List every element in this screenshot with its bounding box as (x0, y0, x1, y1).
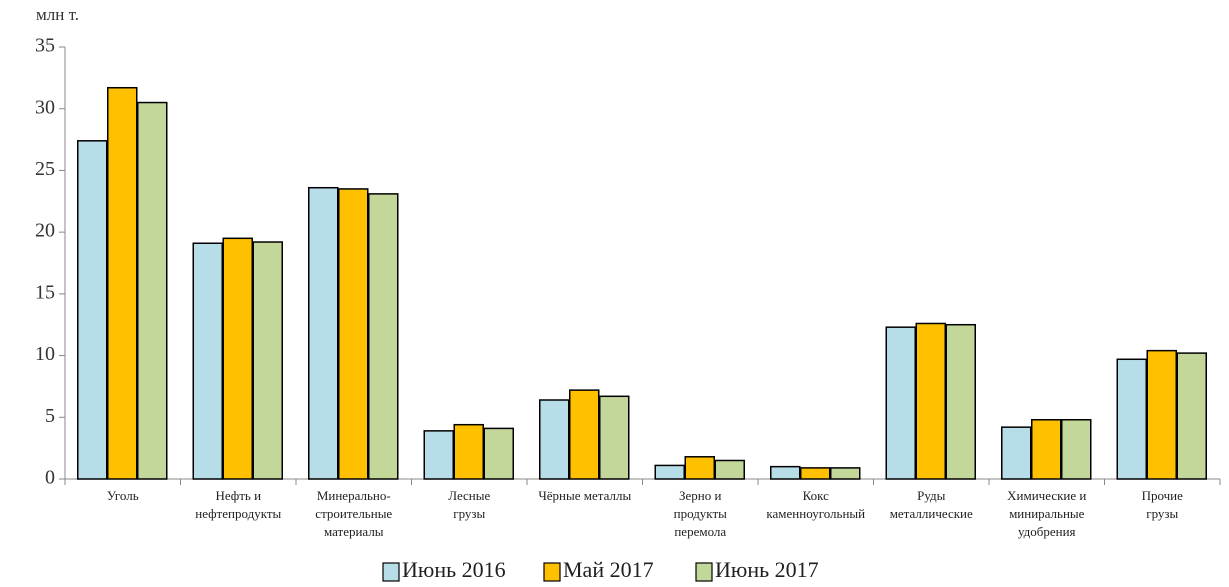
y-tick-label: 35 (35, 35, 55, 57)
x-tick-label: Зерно и продукты перемола (674, 488, 728, 539)
x-tick-label-line: Химические и (1007, 488, 1086, 503)
legend-label: Июнь 2016 (402, 557, 506, 582)
y-axis-label: млн т. (36, 5, 79, 24)
x-tick-label-line: Минерально- (317, 488, 391, 503)
x-tick-label-line: Прочие (1142, 488, 1184, 503)
x-tick-label-line: грузы (1146, 506, 1178, 521)
bar (1001, 426, 1032, 480)
bar (915, 322, 946, 480)
bar (483, 427, 514, 480)
bar (1116, 358, 1147, 480)
bar (599, 395, 630, 480)
bar (1061, 419, 1092, 480)
legend-label: Май 2017 (563, 557, 654, 582)
bar (368, 193, 399, 480)
bar (308, 186, 339, 480)
x-tick-label: Уголь (107, 488, 139, 503)
x-tick-label-line: Зерно и (679, 488, 721, 503)
x-tick-label-line: грузы (453, 506, 485, 521)
bar (945, 323, 976, 480)
bar (684, 456, 715, 480)
x-tick-label-line: строительные (315, 506, 392, 521)
legend-swatch (695, 562, 713, 582)
bar (885, 326, 916, 480)
x-tick-label: Прочие грузы (1142, 488, 1184, 521)
bar (453, 423, 484, 480)
x-tick-label: Химические и миниральные удобрения (1007, 488, 1086, 539)
bar (1176, 352, 1207, 480)
bar (192, 242, 223, 480)
bar (222, 237, 253, 480)
legend-swatch (382, 562, 400, 582)
x-tick-label-line: Лесные (448, 488, 490, 503)
x-tick-label-line: Уголь (107, 488, 139, 503)
bar (770, 465, 801, 480)
bar (1146, 349, 1177, 480)
bar (714, 459, 745, 480)
x-tick-label-line: нефтепродукты (195, 506, 281, 521)
x-tick-label-line: металлические (890, 506, 973, 521)
y-tick-label: 30 (35, 96, 55, 118)
bar (77, 140, 108, 480)
bar (800, 467, 831, 480)
bar (252, 241, 283, 480)
x-tick-label-line: каменноугольный (766, 506, 865, 521)
y-tick-label: 0 (45, 467, 55, 489)
x-tick-label: Минерально-строительные материалы (315, 488, 392, 539)
bar (569, 389, 600, 480)
y-tick-label: 15 (35, 281, 55, 303)
x-tick-label: Нефть и нефтепродукты (195, 488, 281, 521)
bar (830, 467, 861, 480)
y-tick-label: 10 (35, 343, 55, 365)
y-tick-label: 25 (35, 158, 55, 180)
x-tick-label: Руды металлические (890, 488, 973, 521)
x-tick-label-line: Чёрные металлы (538, 488, 631, 503)
x-tick-label-line: Кокс (803, 488, 830, 503)
x-tick-label: Кокс каменноугольный (766, 488, 865, 521)
x-tick-label-line: Руды (917, 488, 946, 503)
legend-swatch (543, 562, 561, 582)
x-tick-label-line: Нефть и (215, 488, 261, 503)
bar (137, 101, 168, 480)
x-tick-label-line: материалы (324, 524, 384, 539)
bar (423, 430, 454, 480)
bar (338, 188, 369, 480)
bar (1031, 419, 1062, 480)
x-tick-label: Чёрные металлы (538, 488, 631, 503)
x-tick-label-line: миниральные (1009, 506, 1085, 521)
y-tick-label: 20 (35, 220, 55, 242)
bar (107, 86, 138, 480)
legend-label: Июнь 2017 (715, 557, 819, 582)
bar (539, 399, 570, 480)
x-tick-label-line: удобрения (1018, 524, 1076, 539)
x-tick-label: Лесные грузы (448, 488, 490, 521)
x-tick-label-line: продукты (674, 506, 728, 521)
y-tick-label: 5 (45, 405, 55, 427)
x-tick-label-line: перемола (674, 524, 726, 539)
bar (654, 464, 685, 480)
